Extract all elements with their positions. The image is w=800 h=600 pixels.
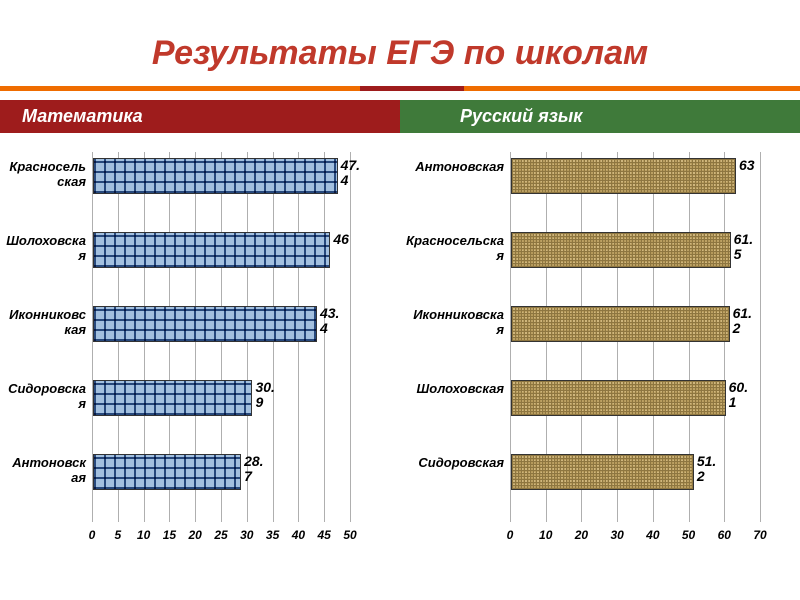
x-tick-label: 0 — [507, 528, 514, 542]
accent-segment — [360, 86, 464, 91]
subtitle-left: Математика — [0, 100, 400, 133]
accent-segment — [464, 86, 800, 91]
bar — [511, 158, 736, 194]
bar — [511, 232, 731, 268]
category-label: Красносельская — [6, 160, 86, 189]
category-label: Антоновская — [406, 160, 504, 175]
bar — [93, 380, 252, 416]
x-tick-label: 35 — [266, 528, 279, 542]
x-tick-label: 40 — [646, 528, 659, 542]
bar-value-label: 61. 2 — [733, 306, 763, 335]
page-title: Результаты ЕГЭ по школам — [0, 34, 800, 73]
bar — [511, 454, 694, 490]
x-tick-label: 30 — [610, 528, 623, 542]
accent-segment — [0, 86, 360, 91]
x-tick-label: 70 — [753, 528, 766, 542]
bar-value-label: 63 — [739, 158, 769, 173]
chart-russian: 0 10 20 30 40 50 60 70 63 61. 5 61. 2 60. 1 51. 2 Ан… — [400, 142, 800, 582]
x-tick-label: 10 — [539, 528, 552, 542]
category-label: Сидоровская — [406, 456, 504, 471]
bar-value-label: 30. 9 — [255, 380, 285, 409]
category-label: Сидоровская — [6, 382, 86, 411]
x-tick-label: 50 — [682, 528, 695, 542]
category-label: Иконниковская — [406, 308, 504, 337]
bar-value-label: 60. 1 — [729, 380, 759, 409]
x-tick-label: 45 — [318, 528, 331, 542]
bar — [93, 454, 241, 490]
x-tick-label: 25 — [214, 528, 227, 542]
category-label: Шолоховская — [406, 382, 504, 397]
bar — [93, 232, 330, 268]
subtitles-row: Математика Русский язык — [0, 100, 800, 133]
x-tick-label: 30 — [240, 528, 253, 542]
bar-value-label: 28. 7 — [244, 454, 274, 483]
plot-region-right: 0102030405060706361. 561. 260. 151. 2 — [510, 152, 760, 522]
x-tick-label: 5 — [114, 528, 121, 542]
x-tick-label: 15 — [163, 528, 176, 542]
bar — [93, 306, 317, 342]
x-tick-label: 20 — [189, 528, 202, 542]
category-label: Иконниковская — [6, 308, 86, 337]
bar — [511, 306, 730, 342]
accent-line — [0, 86, 800, 91]
gridline — [760, 152, 761, 522]
bar-value-label: 61. 5 — [734, 232, 764, 261]
bar — [511, 380, 726, 416]
plot-region-left: 0510152025303540455047. 44643. 430. 928.… — [92, 152, 350, 522]
bar-value-label: 46 — [333, 232, 363, 247]
bar-value-label: 43. 4 — [320, 306, 350, 335]
gridline — [350, 152, 351, 522]
subtitle-right: Русский язык — [400, 100, 800, 133]
category-label: Шолоховская — [6, 234, 86, 263]
chart-math: 0 5 10 15 20 25 30 35 40 45 50 47. 4 46 43. 4 30. 9 28.… — [0, 142, 400, 582]
category-label: Красносельская — [406, 234, 504, 263]
bar — [93, 158, 338, 194]
x-tick-label: 50 — [343, 528, 356, 542]
bar-value-label: 51. 2 — [697, 454, 727, 483]
x-tick-label: 40 — [292, 528, 305, 542]
bar-value-label: 47. 4 — [341, 158, 371, 187]
x-tick-label: 0 — [89, 528, 96, 542]
x-tick-label: 60 — [718, 528, 731, 542]
x-tick-label: 10 — [137, 528, 150, 542]
x-tick-label: 20 — [575, 528, 588, 542]
charts-container: 0 5 10 15 20 25 30 35 40 45 50 47. 4 46 43. 4 30. 9 28.… — [0, 142, 800, 582]
gridline — [324, 152, 325, 522]
category-label: Антоновская — [6, 456, 86, 485]
